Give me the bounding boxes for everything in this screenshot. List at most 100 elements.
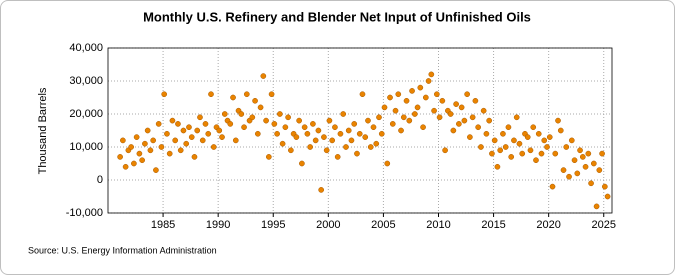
point	[566, 173, 572, 180]
point	[150, 137, 157, 144]
point	[133, 134, 140, 140]
y-tick-label: 20,000	[69, 108, 103, 120]
point	[329, 137, 336, 144]
point	[321, 134, 327, 140]
y-tick-label: 30,000	[69, 75, 103, 87]
point	[172, 137, 179, 144]
point	[257, 104, 264, 111]
point	[433, 91, 440, 98]
point	[439, 97, 446, 104]
point	[497, 147, 504, 154]
point	[378, 130, 385, 137]
point	[177, 147, 184, 154]
point	[500, 130, 506, 137]
x-tick-label: 1985	[151, 219, 175, 231]
y-tick-label: 40,000	[69, 42, 103, 54]
point	[180, 127, 187, 134]
point	[530, 124, 537, 131]
point	[274, 130, 280, 137]
point	[326, 117, 333, 124]
x-tick-label: 1995	[261, 219, 285, 231]
point	[478, 144, 484, 150]
point	[208, 91, 214, 98]
point	[120, 137, 126, 144]
point	[205, 130, 212, 137]
point	[277, 111, 283, 117]
point	[442, 147, 448, 154]
point	[533, 157, 539, 164]
point	[230, 94, 236, 101]
point	[420, 124, 426, 131]
point	[431, 107, 437, 114]
point	[265, 154, 272, 160]
point	[524, 134, 531, 140]
plot-border	[107, 47, 613, 214]
point	[456, 121, 462, 127]
point	[354, 150, 360, 157]
point	[139, 157, 146, 164]
point	[252, 97, 258, 104]
point	[483, 130, 490, 137]
point	[254, 130, 261, 137]
point	[582, 163, 589, 170]
point	[356, 130, 363, 137]
point	[376, 114, 382, 121]
point	[469, 114, 476, 121]
point	[307, 144, 314, 150]
point	[486, 117, 493, 124]
point	[241, 124, 247, 131]
point	[131, 160, 137, 167]
point	[263, 117, 269, 124]
point	[304, 130, 311, 137]
point	[166, 150, 173, 157]
point	[577, 147, 583, 154]
point	[491, 137, 498, 144]
point	[312, 137, 319, 144]
point	[293, 134, 300, 140]
point	[332, 124, 338, 131]
point	[310, 121, 316, 127]
point	[505, 124, 512, 131]
point	[136, 150, 143, 157]
point	[574, 170, 581, 177]
y-tick-label: 10,000	[69, 141, 103, 153]
y-axis-label: Thousand Barrels	[37, 87, 49, 174]
point	[164, 130, 170, 137]
point	[381, 104, 388, 111]
point	[387, 94, 393, 101]
point	[186, 124, 192, 131]
y-tick-label: -10,000	[66, 207, 103, 219]
point	[475, 124, 482, 131]
point	[169, 117, 176, 124]
point	[175, 121, 181, 127]
point	[563, 144, 570, 150]
point	[282, 124, 289, 131]
point	[403, 97, 410, 104]
point	[560, 167, 567, 173]
point	[461, 117, 468, 124]
point	[422, 94, 429, 101]
point	[351, 121, 358, 127]
point	[519, 150, 526, 157]
point	[232, 137, 239, 144]
point	[502, 144, 509, 150]
point	[183, 140, 190, 147]
point	[117, 154, 123, 160]
point	[472, 97, 479, 104]
point	[513, 114, 520, 121]
point	[153, 167, 159, 173]
point	[365, 117, 371, 124]
point	[155, 121, 162, 127]
point	[464, 91, 470, 98]
point	[243, 91, 250, 98]
point	[144, 127, 151, 134]
point	[596, 167, 603, 173]
x-tick-label: 2015	[481, 219, 505, 231]
point	[318, 187, 325, 193]
x-tick-label: 2025	[591, 219, 615, 231]
point	[323, 147, 330, 154]
point	[315, 127, 322, 134]
point	[194, 127, 201, 134]
